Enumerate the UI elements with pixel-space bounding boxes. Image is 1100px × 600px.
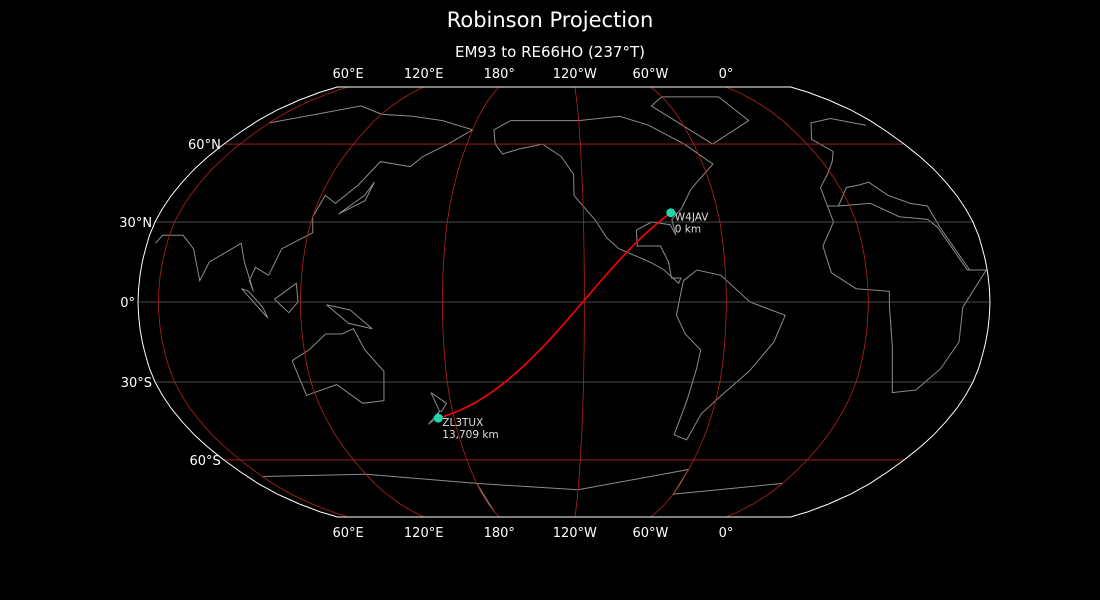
lon-tick-label-top: 180°	[484, 67, 515, 82]
lat-tick-label: 0°	[120, 296, 135, 311]
meridian-line	[574, 86, 585, 518]
map-title: Robinson Projection	[446, 8, 654, 32]
lon-tick-label-top: 60°E	[332, 67, 363, 82]
lon-tick-label-top: 60°W	[632, 67, 668, 82]
meridian-line	[442, 86, 500, 518]
station-marker	[433, 413, 443, 423]
lon-tick-label-bottom: 60°E	[332, 526, 363, 541]
lon-tick-label-top: 120°W	[553, 67, 597, 82]
lat-tick-label: 60°N	[188, 138, 221, 153]
coastline	[650, 96, 750, 145]
coastline	[822, 202, 988, 394]
meridian-line	[299, 86, 424, 518]
coastline	[241, 288, 269, 319]
station-marker	[666, 208, 676, 218]
coastline	[338, 181, 375, 215]
lat-tick-label: 30°S	[121, 376, 152, 391]
coastlines	[155, 96, 988, 513]
coastline	[291, 328, 385, 404]
lon-tick-label-bottom: 120°W	[553, 526, 597, 541]
meridian-line	[157, 86, 349, 518]
coastline	[673, 269, 786, 441]
coastline	[493, 115, 714, 285]
coastline	[326, 304, 373, 330]
lat-tick-label: 60°S	[190, 454, 221, 469]
lon-tick-label-bottom: 180°	[484, 526, 515, 541]
graticule	[138, 86, 990, 518]
great-circle-path	[438, 212, 672, 419]
coastline	[155, 105, 971, 292]
station-callsign: ZL3TUX	[442, 417, 483, 429]
map-border	[137, 86, 991, 518]
lon-tick-label-bottom: 120°E	[404, 526, 444, 541]
coastline	[262, 468, 783, 513]
station-callsign: W4JAV	[675, 212, 709, 224]
lon-tick-label-top: 0°	[719, 67, 734, 82]
lon-tick-label-top: 120°E	[404, 67, 444, 82]
station-distance: 13,709 km	[442, 429, 498, 441]
lon-tick-label-bottom: 0°	[719, 526, 734, 541]
coastline	[274, 282, 299, 314]
station-distance: 0 km	[675, 224, 701, 236]
map-subtitle: EM93 to RE66HO (237°T)	[455, 43, 645, 61]
lon-tick-label-bottom: 60°W	[632, 526, 668, 541]
lat-tick-label: 30°N	[119, 216, 152, 231]
tick-labels: 60°E 60°E 120°E 120°E 180° 180° 120°W 120°W 60°W…	[119, 67, 733, 541]
meridian-line	[725, 86, 869, 518]
meridian-line	[650, 86, 727, 518]
